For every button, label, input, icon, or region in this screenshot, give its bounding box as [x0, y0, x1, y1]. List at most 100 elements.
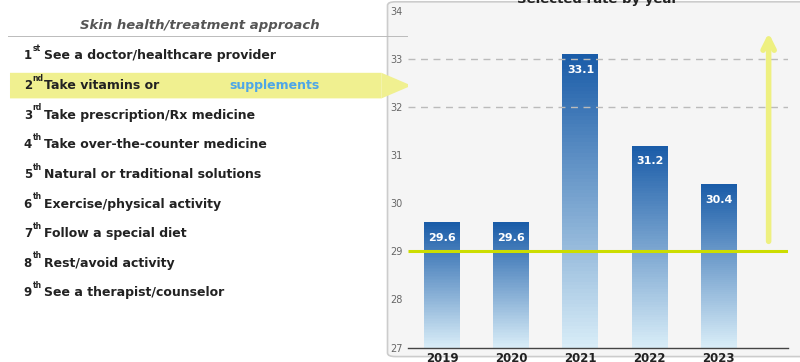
Bar: [701, 186, 737, 188]
Bar: [632, 231, 668, 234]
Bar: [632, 317, 668, 320]
Bar: [701, 288, 737, 290]
Bar: [494, 251, 530, 252]
Bar: [494, 224, 530, 226]
Bar: [494, 252, 530, 254]
Bar: [494, 275, 530, 277]
Bar: [424, 232, 460, 233]
Bar: [562, 62, 598, 65]
Bar: [562, 227, 598, 230]
Bar: [562, 135, 598, 139]
Bar: [494, 337, 530, 338]
Bar: [701, 252, 737, 253]
Bar: [632, 259, 668, 262]
Text: 33.1: 33.1: [567, 65, 594, 75]
Bar: [424, 332, 460, 333]
Bar: [632, 330, 668, 332]
Bar: [424, 243, 460, 244]
Bar: [632, 322, 668, 325]
Bar: [701, 196, 737, 198]
Bar: [701, 223, 737, 225]
Bar: [424, 315, 460, 316]
Bar: [494, 310, 530, 312]
Bar: [424, 312, 460, 313]
Bar: [632, 221, 668, 224]
Bar: [494, 299, 530, 300]
Bar: [562, 58, 598, 62]
Bar: [494, 288, 530, 290]
Bar: [562, 131, 598, 135]
Bar: [701, 282, 737, 284]
Bar: [424, 251, 460, 252]
Bar: [424, 257, 460, 258]
Bar: [632, 292, 668, 295]
Bar: [494, 304, 530, 305]
Bar: [424, 238, 460, 240]
Bar: [424, 308, 460, 310]
Bar: [424, 331, 460, 332]
Bar: [424, 249, 460, 251]
Bar: [632, 262, 668, 264]
Bar: [424, 235, 460, 236]
Bar: [424, 323, 460, 324]
Bar: [632, 146, 668, 148]
Bar: [632, 267, 668, 269]
Bar: [632, 299, 668, 302]
Bar: [562, 300, 598, 303]
Bar: [632, 327, 668, 330]
Bar: [424, 268, 460, 269]
Text: Take vitamins or: Take vitamins or: [44, 79, 163, 92]
Bar: [562, 205, 598, 208]
Bar: [494, 255, 530, 257]
Bar: [424, 338, 460, 340]
Bar: [701, 319, 737, 321]
Text: Skin health/treatment approach: Skin health/treatment approach: [80, 19, 319, 32]
Bar: [562, 160, 598, 164]
Bar: [632, 297, 668, 299]
Bar: [424, 288, 460, 290]
Bar: [494, 271, 530, 273]
Bar: [701, 227, 737, 229]
Bar: [701, 245, 737, 247]
Bar: [701, 321, 737, 323]
Bar: [562, 237, 598, 241]
Bar: [632, 274, 668, 277]
Bar: [632, 252, 668, 254]
Bar: [494, 313, 530, 315]
Bar: [701, 264, 737, 266]
Bar: [632, 272, 668, 274]
Bar: [701, 303, 737, 304]
Bar: [562, 292, 598, 296]
Bar: [562, 325, 598, 329]
Bar: [494, 236, 530, 238]
Bar: [701, 300, 737, 303]
Text: st: st: [33, 44, 41, 53]
Bar: [701, 192, 737, 194]
Bar: [562, 146, 598, 150]
Bar: [632, 247, 668, 249]
Bar: [701, 219, 737, 221]
Bar: [632, 229, 668, 231]
Bar: [562, 179, 598, 182]
Bar: [424, 255, 460, 257]
Bar: [562, 69, 598, 72]
Bar: [424, 246, 460, 248]
Bar: [424, 266, 460, 268]
Bar: [701, 260, 737, 262]
Bar: [424, 329, 460, 331]
Text: 30.4: 30.4: [705, 195, 733, 205]
Bar: [494, 326, 530, 327]
Bar: [424, 277, 460, 279]
Bar: [424, 287, 460, 288]
Bar: [494, 315, 530, 316]
Bar: [562, 109, 598, 113]
Bar: [424, 265, 460, 266]
Bar: [424, 274, 460, 275]
Bar: [562, 157, 598, 160]
Bar: [701, 237, 737, 239]
Bar: [562, 344, 598, 348]
Bar: [424, 252, 460, 254]
Bar: [632, 161, 668, 163]
Bar: [632, 173, 668, 176]
Bar: [701, 233, 737, 235]
